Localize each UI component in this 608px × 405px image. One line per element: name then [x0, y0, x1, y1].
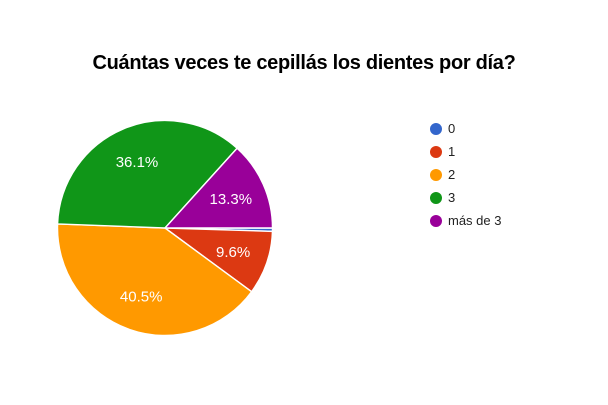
legend-swatch-icon [430, 122, 442, 135]
pie-chart-svg: 9.6% 40.5% 36.1% 13.3% [56, 119, 274, 337]
legend-label: 3 [448, 190, 456, 205]
slice-label-1: 9.6% [216, 244, 250, 261]
legend-label: 1 [448, 144, 456, 159]
chart-title: Cuántas veces te cepillás los dientes po… [92, 52, 516, 74]
pie-slice-2[interactable] [56, 223, 253, 337]
chart-legend: 0 1 2 3 más de 3 [430, 117, 501, 232]
legend-item-1: 1 [430, 140, 501, 163]
pie-slice-más de 3[interactable] [164, 147, 274, 229]
legend-item-0: 0 [430, 117, 501, 140]
slice-label-más de 3: 13.3% [210, 191, 253, 208]
pie-slice-3[interactable] [56, 119, 238, 229]
legend-item-más de 3: más de 3 [430, 209, 501, 232]
legend-label: más de 3 [448, 213, 502, 228]
legend-swatch-icon [430, 191, 442, 204]
legend-item-3: 3 [430, 186, 501, 209]
legend-swatch-icon [430, 168, 442, 181]
legend-label: 2 [448, 167, 456, 182]
legend-swatch-icon [430, 145, 442, 158]
slice-label-2: 40.5% [120, 288, 163, 305]
legend-swatch-icon [430, 214, 442, 227]
legend-item-2: 2 [430, 163, 501, 186]
slice-label-3: 36.1% [116, 154, 159, 171]
legend-label: 0 [448, 121, 456, 136]
